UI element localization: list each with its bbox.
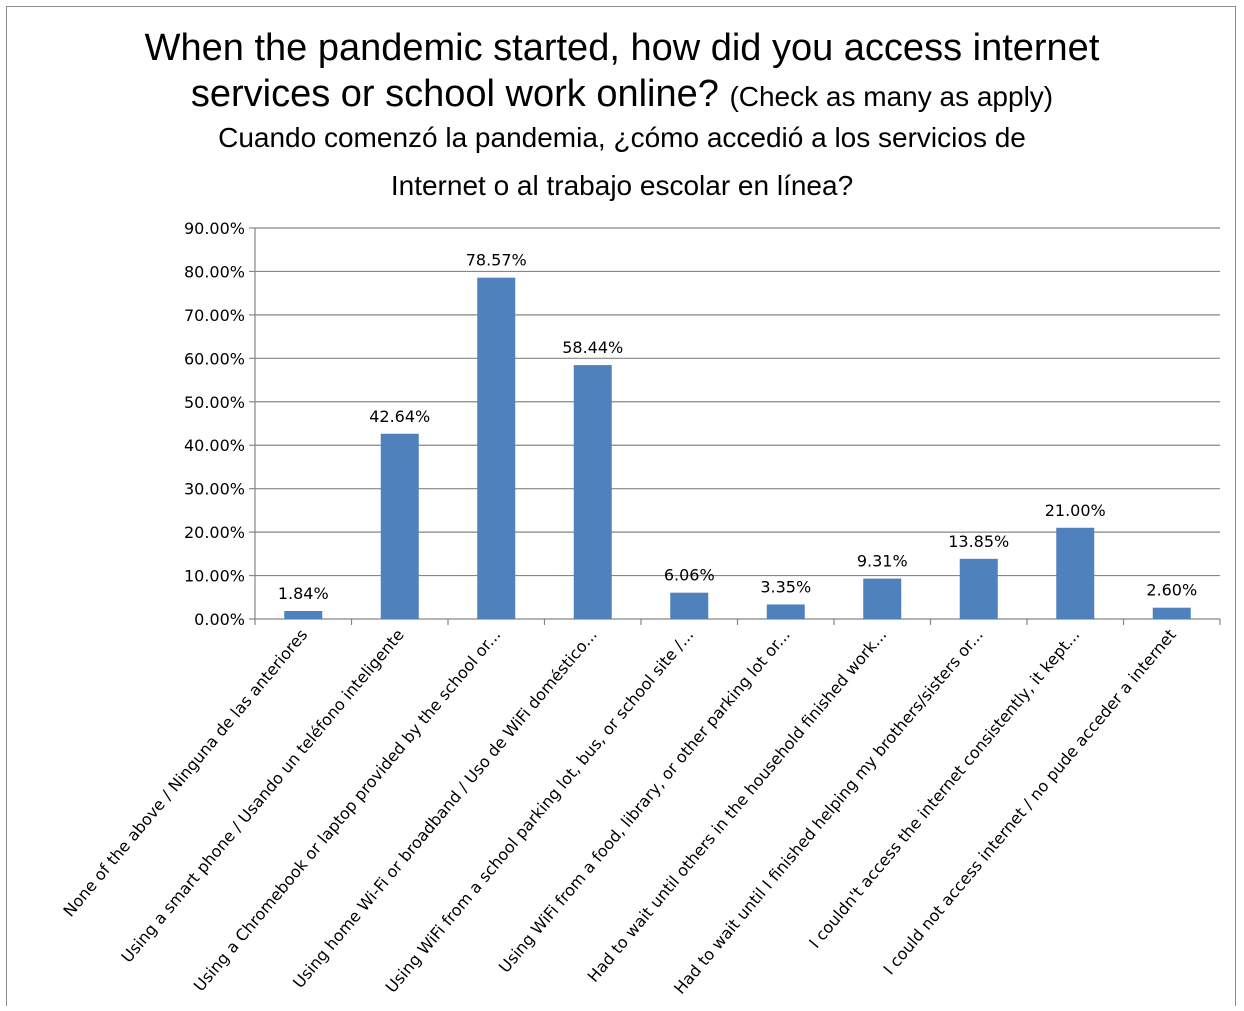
y-tick-label: 10.00% [184, 567, 245, 586]
data-label: 21.00% [1045, 501, 1106, 520]
bar [284, 611, 323, 619]
bar [670, 592, 709, 619]
y-tick-label: 70.00% [184, 306, 245, 325]
y-tick-label: 80.00% [184, 262, 245, 281]
chart-subtitle-line-2: Internet o al trabajo escolar en línea? [390, 170, 854, 201]
data-label: 58.44% [562, 338, 623, 357]
chart-title-note: (Check as many as apply) [729, 81, 1054, 112]
bar [477, 277, 516, 619]
y-tick-label: 0.00% [194, 610, 245, 629]
bar [959, 558, 998, 619]
bar [573, 365, 612, 619]
y-tick-label: 30.00% [184, 480, 245, 499]
y-tick-label: 40.00% [184, 436, 245, 455]
bar [766, 604, 805, 619]
data-label: 13.85% [948, 532, 1009, 551]
chart-subtitle-line-1: Cuando comenzó la pandemia, ¿cómo accedi… [218, 122, 1026, 153]
y-tick-label: 90.00% [184, 219, 245, 238]
data-label: 6.06% [664, 566, 715, 585]
bar [1056, 527, 1095, 619]
y-tick-label: 50.00% [184, 393, 245, 412]
bar [380, 433, 419, 619]
data-label: 3.35% [760, 577, 811, 596]
chart-title-line-1: When the pandemic started, how did you a… [144, 27, 1100, 69]
data-label: 2.60% [1146, 581, 1197, 600]
data-label: 1.84% [278, 584, 329, 603]
chart-frame [6, 6, 1236, 1006]
bar [1152, 607, 1191, 619]
chart-title-main: services or school work online? [190, 73, 719, 115]
bar [863, 578, 902, 619]
y-tick-label: 60.00% [184, 349, 245, 368]
data-label: 9.31% [857, 552, 908, 571]
chart-title-line-2: services or school work online? (Check a… [0, 72, 1244, 119]
data-label: 42.64% [369, 407, 430, 426]
data-label: 78.57% [466, 251, 527, 270]
y-tick-label: 20.00% [184, 523, 245, 542]
